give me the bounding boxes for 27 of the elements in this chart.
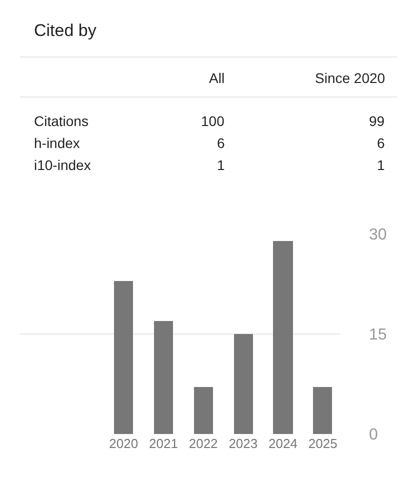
bar [313,387,332,434]
data-label: 1 [217,157,225,173]
bar [194,387,213,434]
bar [273,241,293,434]
data-label: 1 [377,157,385,173]
y-tick-label: 0 [369,426,378,444]
data-label: 100 [201,113,225,129]
text: Cited by [34,21,97,40]
bar [234,334,253,434]
x-tick-label: 2021 [149,436,178,451]
x-tick-label: 2024 [268,436,298,451]
bar [154,321,173,434]
x-tick-label: 2020 [109,436,138,451]
text: Since 2020 [315,70,386,86]
category-label: i10-index [34,157,91,173]
x-tick-label: 2022 [188,436,218,451]
category-label: h-index [34,135,80,151]
x-tick-label: 2023 [228,436,258,451]
bar [114,281,133,434]
data-label: 6 [377,135,385,151]
data-label: 99 [369,113,385,129]
y-tick-label: 30 [369,226,387,244]
data-label: 6 [217,135,225,151]
category-label: Citations [34,113,88,129]
text: All [209,70,225,86]
x-tick-label: 2025 [308,436,338,451]
y-tick-label: 15 [369,326,387,344]
